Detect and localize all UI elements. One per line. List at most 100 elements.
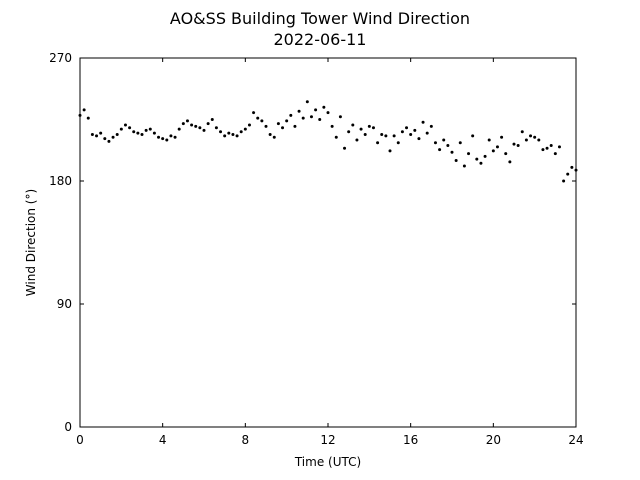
data-point (185, 119, 189, 123)
y-tick-label: 90 (57, 297, 72, 311)
data-point (276, 122, 280, 126)
data-point (413, 128, 417, 132)
data-point (483, 154, 487, 158)
data-point (206, 122, 210, 126)
y-tick-label: 0 (64, 420, 72, 434)
data-point (148, 127, 152, 131)
data-point (500, 135, 504, 139)
data-point (78, 113, 82, 117)
data-point (223, 134, 227, 138)
data-point (243, 127, 247, 131)
data-point (409, 133, 413, 137)
data-point (508, 160, 512, 164)
data-point (95, 134, 99, 138)
data-point (326, 111, 330, 115)
data-point (285, 119, 289, 123)
data-point (202, 128, 206, 132)
x-axis-label: Time (UTC) (294, 455, 361, 469)
data-point (467, 152, 471, 156)
data-point (256, 116, 260, 120)
data-point (570, 165, 574, 169)
data-point (384, 134, 388, 138)
data-point (343, 146, 347, 150)
y-tick-label: 270 (49, 51, 72, 65)
x-tick-label: 8 (242, 433, 250, 447)
data-point (173, 135, 177, 139)
data-point (396, 141, 400, 145)
data-point (376, 141, 380, 145)
data-point (136, 131, 140, 135)
data-point (446, 143, 450, 147)
data-point (438, 148, 442, 152)
data-point (417, 137, 421, 141)
data-point (405, 126, 409, 130)
data-point (495, 145, 499, 149)
data-point (219, 130, 223, 134)
data-point (425, 131, 429, 135)
data-point (338, 115, 342, 119)
data-point (355, 138, 359, 142)
data-point (351, 123, 355, 127)
data-point (161, 137, 165, 141)
data-point (429, 124, 433, 128)
data-point (309, 115, 313, 119)
data-point (359, 127, 363, 131)
chart-title: AO&SS Building Tower Wind Direction (170, 9, 470, 28)
data-point (471, 134, 475, 138)
x-tick-label: 16 (403, 433, 418, 447)
data-point (128, 126, 132, 130)
x-tick-label: 20 (486, 433, 501, 447)
x-tick-label: 0 (76, 433, 84, 447)
data-point (504, 152, 508, 156)
data-point (165, 138, 169, 142)
data-point (194, 124, 198, 128)
data-point (264, 124, 268, 128)
data-point (347, 130, 351, 134)
chart-subtitle: 2022-06-11 (274, 30, 367, 49)
data-point (549, 143, 553, 147)
data-point (380, 133, 384, 137)
data-point (479, 161, 483, 165)
data-point (301, 116, 305, 120)
data-point (392, 134, 396, 138)
data-point (305, 100, 309, 104)
data-point (289, 113, 293, 117)
data-point (227, 131, 231, 135)
data-point (181, 122, 185, 126)
data-point (553, 152, 557, 156)
data-point (235, 134, 239, 138)
data-point (169, 134, 173, 138)
data-point (144, 128, 148, 132)
data-point (566, 172, 570, 176)
data-point (268, 133, 272, 137)
data-point (190, 123, 194, 127)
data-point (82, 108, 86, 112)
data-point (516, 143, 520, 147)
data-point (103, 137, 107, 141)
data-point (458, 141, 462, 145)
data-point (454, 159, 458, 162)
data-point (214, 126, 218, 130)
data-point (421, 120, 425, 124)
y-tick-label: 180 (49, 174, 72, 188)
data-point (363, 133, 367, 137)
data-point (330, 124, 334, 128)
x-tick-label: 4 (159, 433, 167, 447)
data-point (297, 109, 301, 113)
data-point (442, 138, 446, 142)
data-point (293, 124, 297, 128)
data-point (198, 126, 202, 130)
data-point (400, 130, 404, 134)
data-point (475, 157, 479, 161)
data-point (260, 119, 264, 123)
data-point (533, 135, 537, 139)
data-point (140, 133, 144, 137)
data-point (90, 133, 94, 137)
data-point (99, 131, 103, 135)
data-point (545, 146, 549, 150)
data-point (524, 138, 528, 142)
data-point (247, 123, 251, 127)
data-point (231, 133, 235, 137)
